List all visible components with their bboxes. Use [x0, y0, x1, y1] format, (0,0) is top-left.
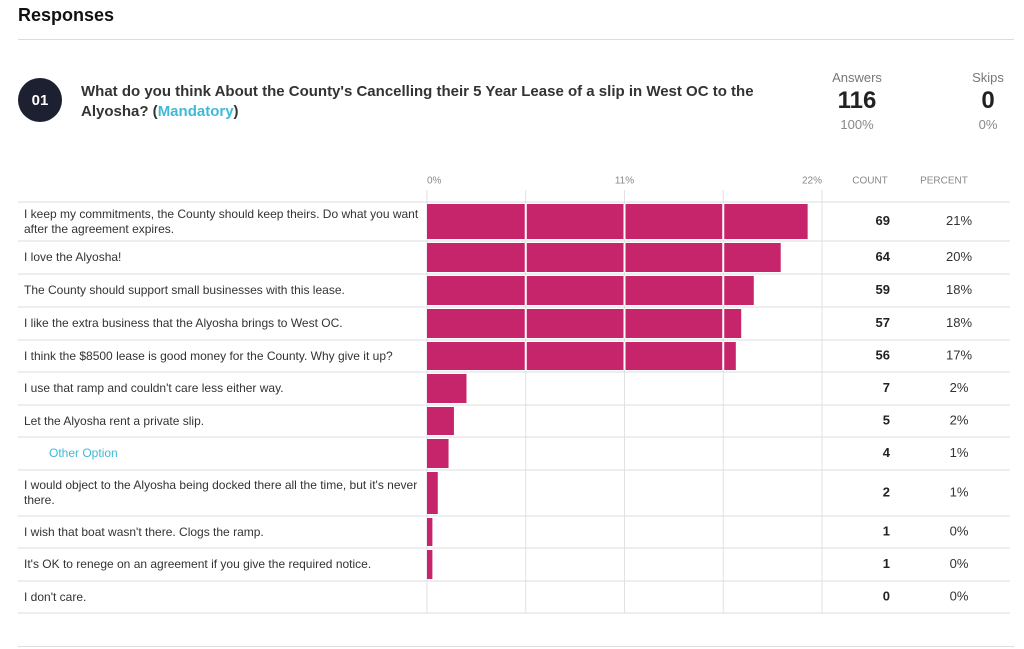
column-header: PERCENT: [920, 176, 968, 187]
section-title: Responses: [18, 5, 115, 25]
category-cell: I would object to the Alyosha being dock…: [24, 478, 418, 507]
question-text-part: ): [233, 103, 239, 120]
bar: [427, 439, 449, 468]
count: 59: [876, 282, 890, 297]
skips-label: Skips: [972, 70, 1004, 85]
percent: 1%: [950, 445, 969, 460]
bar: [427, 472, 438, 514]
percent: 20%: [946, 249, 972, 264]
category-cell: I think the $8500 lease is good money fo…: [24, 348, 393, 363]
category-label: I like the extra business that the Alyos…: [24, 316, 343, 330]
bar: [427, 518, 433, 546]
category-cell: The County should support small business…: [24, 283, 345, 297]
category-cell: I wish that boat wasn't there. Clogs the…: [24, 524, 264, 539]
percent: 17%: [946, 347, 972, 362]
bar: [427, 243, 781, 272]
category-label: I love the Alyosha!: [24, 250, 122, 264]
category-label: Let the Alyosha rent a private slip.: [24, 413, 205, 428]
percent: 18%: [946, 315, 972, 330]
percent: 1%: [950, 484, 969, 499]
category-cell: Let the Alyosha rent a private slip.: [24, 413, 205, 428]
count: 4: [883, 445, 891, 460]
bar: [427, 309, 742, 338]
percent: 2%: [950, 412, 969, 427]
category-cell: I like the extra business that the Alyos…: [24, 316, 343, 330]
bar: [427, 342, 736, 370]
skips-count: 0: [981, 87, 995, 114]
divider: [18, 39, 1014, 40]
percent: 0%: [950, 588, 969, 603]
category-label: I don't care.: [24, 589, 87, 604]
category-cell: I use that ramp and couldn't care less e…: [24, 381, 284, 395]
count: 1: [883, 556, 890, 571]
count: 2: [883, 484, 890, 499]
percent: 2%: [950, 380, 969, 395]
count: 57: [876, 315, 890, 330]
count: 0: [883, 588, 890, 603]
category-cell: I keep my commitments, the County should…: [24, 206, 419, 236]
category-label: Other Option: [49, 446, 118, 460]
mandatory-tag: Mandatory: [157, 103, 234, 120]
count: 64: [876, 249, 891, 264]
question-text: What do you think About the County's Can…: [81, 82, 761, 122]
x-tick-label: 22%: [802, 176, 822, 187]
bar: [427, 374, 467, 403]
category-label: The County should support small business…: [24, 283, 345, 297]
percent: 18%: [946, 282, 972, 297]
count: 1: [883, 523, 890, 538]
percent: 0%: [950, 556, 969, 571]
category-cell: I don't care.: [24, 589, 87, 604]
category-cell: I love the Alyosha!: [24, 250, 122, 264]
percent: 21%: [946, 213, 972, 228]
divider: [18, 646, 1014, 647]
category-label: I wish that boat wasn't there. Clogs the…: [24, 524, 264, 539]
answers-stat: Answers 116 100%: [807, 70, 907, 132]
bar: [427, 204, 808, 239]
question-text-part: What do you think About the County's Can…: [81, 83, 754, 120]
percent: 0%: [950, 523, 969, 538]
category-label: I keep my commitments, the County should…: [24, 206, 419, 236]
x-tick-label: 11%: [615, 176, 634, 187]
bar: [427, 276, 754, 305]
category-label: I think the $8500 lease is good money fo…: [24, 348, 393, 363]
answers-percent: 100%: [840, 117, 874, 132]
count: 5: [883, 412, 890, 427]
skips-percent: 0%: [978, 117, 998, 132]
count: 56: [876, 347, 890, 362]
category-cell: Other Option: [49, 446, 118, 460]
category-label: It's OK to renege on an agreement if you…: [24, 557, 372, 571]
count: 69: [876, 213, 890, 228]
skips-stat: Skips 0 0%: [938, 70, 1024, 132]
category-label: I would object to the Alyosha being dock…: [24, 478, 418, 507]
question-number: 01: [18, 78, 62, 122]
x-tick-label: 0%: [427, 176, 442, 187]
bar: [427, 407, 454, 435]
bar: [427, 550, 433, 579]
count: 7: [883, 380, 890, 395]
category-cell: It's OK to renege on an agreement if you…: [24, 557, 372, 571]
answers-label: Answers: [832, 70, 882, 85]
category-label: I use that ramp and couldn't care less e…: [24, 381, 284, 395]
answers-count: 116: [837, 87, 877, 114]
column-header: COUNT: [852, 176, 888, 187]
